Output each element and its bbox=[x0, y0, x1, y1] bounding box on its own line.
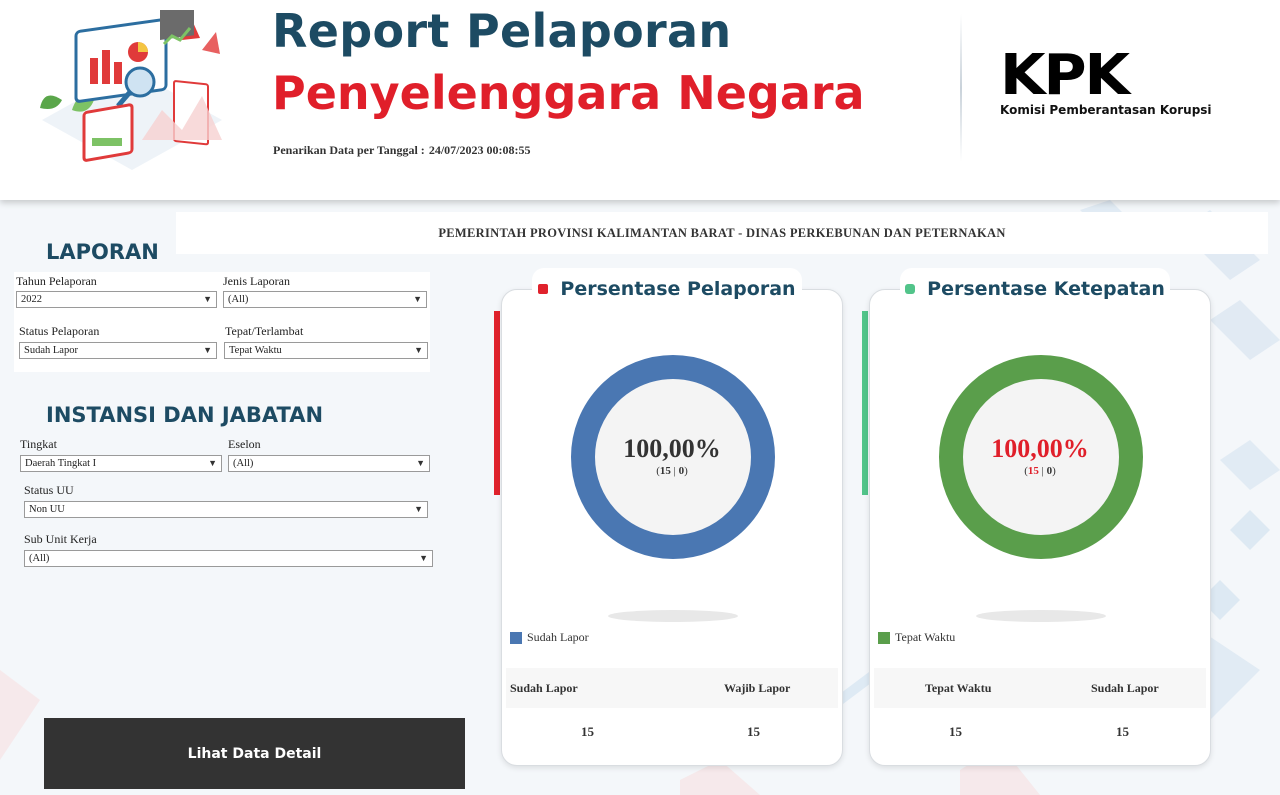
pull-date-value: 24/07/2023 00:08:55 bbox=[428, 143, 531, 157]
status-pelaporan-label: Status Pelaporan bbox=[19, 324, 100, 338]
pelaporan-col1-header: Sudah Lapor bbox=[510, 681, 578, 695]
chevron-down-icon: ▼ bbox=[416, 458, 425, 468]
pelaporan-donut-chart bbox=[571, 355, 775, 559]
pelaporan-card-header: Persentase Pelaporan bbox=[532, 268, 802, 310]
chevron-down-icon: ▼ bbox=[414, 345, 423, 355]
chevron-down-icon: ▼ bbox=[208, 458, 217, 468]
eselon-select[interactable]: (All) ▼ bbox=[228, 455, 430, 472]
ketepatan-donut-ring bbox=[939, 355, 1143, 559]
ketepatan-legend: Tepat Waktu bbox=[878, 630, 955, 645]
tahun-pelaporan-select[interactable]: 2022 ▼ bbox=[16, 291, 217, 308]
pelaporan-card: Persentase Pelaporan 100,00% (15 | 0) Su… bbox=[501, 268, 843, 766]
ketepatan-accent-bar bbox=[862, 311, 868, 495]
ketepatan-col1-value: 15 bbox=[949, 724, 962, 739]
pelaporan-count-b: 0 bbox=[678, 465, 685, 477]
agency-name-banner: PEMERINTAH PROVINSI KALIMANTAN BARAT - D… bbox=[176, 212, 1268, 254]
instansi-section-title: INSTANSI DAN JABATAN bbox=[46, 403, 324, 427]
pelaporan-col1-value: 15 bbox=[581, 724, 594, 739]
pelaporan-percentage: 100,00% bbox=[623, 434, 721, 463]
jenis-laporan-select[interactable]: (All) ▼ bbox=[223, 291, 427, 308]
status-uu-value: Non UU bbox=[29, 504, 65, 515]
tahun-pelaporan-label: Tahun Pelaporan bbox=[16, 274, 97, 288]
jenis-laporan-value: (All) bbox=[228, 294, 249, 305]
sub-unit-kerja-select[interactable]: (All) ▼ bbox=[24, 550, 433, 567]
chevron-down-icon: ▼ bbox=[413, 294, 422, 304]
chevron-down-icon: ▼ bbox=[414, 504, 423, 514]
status-pelaporan-select[interactable]: Sudah Lapor ▼ bbox=[19, 342, 217, 359]
legend-swatch-icon bbox=[878, 631, 890, 644]
ketepatan-col2-value: 15 bbox=[1116, 724, 1129, 739]
table-row: 15 15 bbox=[874, 712, 1206, 752]
ketepatan-count-a: 15 bbox=[1027, 465, 1039, 477]
report-title-line2: Penyelenggara Negara bbox=[272, 66, 865, 120]
pelaporan-col2-header: Wajib Lapor bbox=[724, 681, 791, 695]
jenis-laporan-label: Jenis Laporan bbox=[223, 274, 290, 288]
ketepatan-percentage: 100,00% bbox=[991, 434, 1089, 463]
sub-unit-kerja-value: (All) bbox=[29, 553, 50, 564]
tingkat-value: Daerah Tingkat I bbox=[25, 458, 97, 469]
ketepatan-card-title: Persentase Ketepatan bbox=[927, 278, 1165, 300]
pelaporan-legend: Sudah Lapor bbox=[510, 630, 589, 645]
ketepatan-legend-label: Tepat Waktu bbox=[895, 630, 956, 644]
header-divider bbox=[960, 14, 962, 162]
kpk-logo-text: Komisi Pemberantasan Korupsi bbox=[1000, 103, 1212, 117]
ketepatan-col2-header: Sudah Lapor bbox=[1091, 681, 1159, 695]
pelaporan-col2-value: 15 bbox=[747, 724, 760, 739]
ketepatan-col1-header: Tepat Waktu bbox=[925, 681, 992, 695]
data-pull-date: Penarikan Data per Tanggal :24/07/2023 0… bbox=[273, 143, 530, 158]
tepat-terlambat-value: Tepat Waktu bbox=[229, 345, 282, 356]
ketepatan-donut-chart bbox=[939, 355, 1143, 559]
view-detail-button[interactable]: Lihat Data Detail bbox=[44, 718, 465, 789]
pull-date-label: Penarikan Data per Tanggal : bbox=[273, 143, 425, 157]
report-illustration-icon bbox=[40, 10, 222, 170]
pelaporan-accent-bar bbox=[494, 311, 500, 495]
laporan-section-title: LAPORAN bbox=[46, 240, 159, 264]
ketepatan-marker-icon bbox=[905, 284, 916, 294]
kpk-logo: KPK Komisi Pemberantasan Korupsi bbox=[1000, 48, 1220, 128]
kpk-logo-mark: KPK bbox=[1000, 43, 1130, 108]
status-uu-select[interactable]: Non UU ▼ bbox=[24, 501, 428, 518]
sub-unit-kerja-label: Sub Unit Kerja bbox=[24, 532, 97, 546]
ketepatan-count-b: 0 bbox=[1046, 465, 1053, 477]
pelaporan-donut-ring bbox=[571, 355, 775, 559]
table-row: 15 15 bbox=[506, 712, 838, 752]
chevron-down-icon: ▼ bbox=[203, 345, 212, 355]
chevron-down-icon: ▼ bbox=[419, 553, 428, 563]
report-title-line1: Report Pelaporan bbox=[272, 4, 732, 58]
ketepatan-table-header: Tepat Waktu Sudah Lapor bbox=[874, 668, 1206, 708]
pelaporan-card-title: Persentase Pelaporan bbox=[560, 278, 796, 300]
ketepatan-card-header: Persentase Ketepatan bbox=[900, 268, 1170, 310]
eselon-label: Eselon bbox=[228, 437, 261, 451]
ketepatan-card: Persentase Ketepatan 100,00% (15 | 0) Te… bbox=[869, 268, 1211, 766]
eselon-value: (All) bbox=[233, 458, 254, 469]
ketepatan-chart-shadow bbox=[976, 610, 1106, 622]
pelaporan-legend-label: Sudah Lapor bbox=[527, 630, 589, 644]
pelaporan-chart-shadow bbox=[608, 610, 738, 622]
page-header: Report Pelaporan Penyelenggara Negara Pe… bbox=[0, 0, 1280, 200]
status-pelaporan-value: Sudah Lapor bbox=[24, 345, 78, 356]
pelaporan-count-a: 15 bbox=[659, 465, 671, 477]
tepat-terlambat-select[interactable]: Tepat Waktu ▼ bbox=[224, 342, 428, 359]
ketepatan-count-ratio: (15 | 0) bbox=[1024, 465, 1056, 477]
tingkat-select[interactable]: Daerah Tingkat I ▼ bbox=[20, 455, 222, 472]
chevron-down-icon: ▼ bbox=[203, 294, 212, 304]
pelaporan-marker-icon bbox=[538, 284, 549, 294]
tepat-terlambat-label: Tepat/Terlambat bbox=[225, 324, 304, 338]
pelaporan-count-ratio: (15 | 0) bbox=[656, 465, 688, 477]
tingkat-label: Tingkat bbox=[20, 437, 57, 451]
legend-swatch-icon bbox=[510, 631, 522, 644]
tahun-pelaporan-value: 2022 bbox=[21, 294, 42, 305]
status-uu-label: Status UU bbox=[24, 483, 74, 497]
pelaporan-table-header: Sudah Lapor Wajib Lapor bbox=[506, 668, 838, 708]
